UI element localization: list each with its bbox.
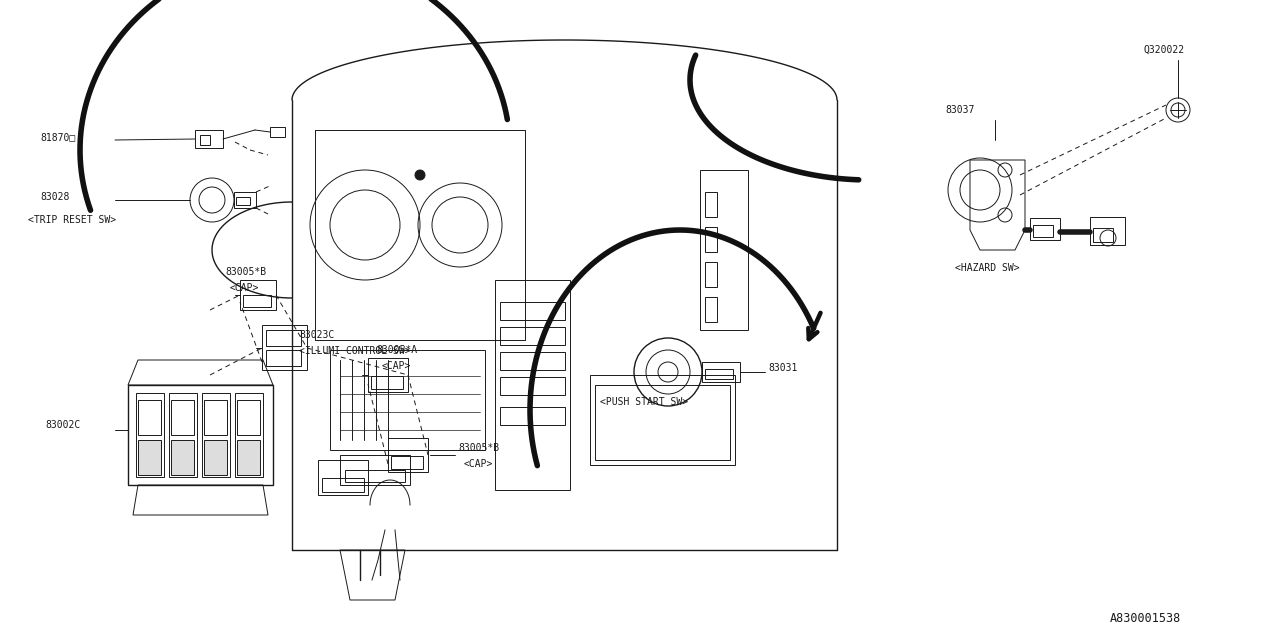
Bar [705,297,717,322]
Bar [266,350,301,366]
Bar [500,327,564,345]
Bar [195,130,223,148]
Bar [172,400,195,435]
Bar [136,393,164,477]
Text: <PUSH START SW>: <PUSH START SW> [600,397,689,407]
Bar [138,400,161,435]
Bar [237,440,260,475]
Text: 81870□: 81870□ [40,132,76,142]
Text: <CAP>: <CAP> [381,361,411,371]
Bar [346,470,404,482]
Text: 83005*B: 83005*B [225,267,266,277]
Text: 83005*A: 83005*A [376,345,417,355]
Bar [204,400,227,435]
Text: <HAZARD SW>: <HAZARD SW> [955,263,1020,273]
Bar [236,197,250,205]
Bar [236,393,262,477]
Bar [590,375,735,465]
Bar [495,280,570,490]
Bar [1091,217,1125,245]
Bar [169,393,197,477]
Bar [705,262,717,287]
Bar [262,325,307,370]
Bar [1033,225,1053,237]
Circle shape [415,170,425,180]
Bar [369,358,408,392]
Text: <ILLUMI CONTROL SW>: <ILLUMI CONTROL SW> [300,346,411,356]
Text: Q320022: Q320022 [1143,45,1184,55]
Bar [705,227,717,252]
Bar [705,369,733,379]
Bar [1030,218,1060,240]
Bar [595,385,730,460]
Bar [500,377,564,395]
Text: <CAP>: <CAP> [230,283,260,293]
Text: 83005*B: 83005*B [458,443,499,453]
Bar [172,440,195,475]
Text: A830001538: A830001538 [1110,611,1181,625]
Bar [243,295,271,307]
Bar [317,460,369,495]
Bar [1093,228,1114,242]
Text: 83028: 83028 [40,192,69,202]
Bar [234,192,256,208]
Text: 83037: 83037 [945,105,974,115]
Bar [138,440,161,475]
Bar [390,456,422,469]
Bar [237,400,260,435]
Bar [323,478,364,492]
Text: 83023C: 83023C [300,330,334,340]
Bar [241,280,276,310]
Bar [371,376,403,389]
Bar [701,362,740,382]
Bar [705,192,717,217]
Bar [200,135,210,145]
Bar [202,393,230,477]
Bar [128,385,273,485]
Bar [500,352,564,370]
Text: 83031: 83031 [768,363,797,373]
Text: 83002C: 83002C [45,420,81,430]
Bar [700,170,748,330]
Bar [266,330,301,346]
Bar [330,350,485,450]
Bar [388,438,428,472]
Text: <CAP>: <CAP> [465,459,493,469]
Bar [500,407,564,425]
Text: <TRIP RESET SW>: <TRIP RESET SW> [28,215,116,225]
Bar [500,302,564,320]
Bar [204,440,227,475]
Bar [340,455,410,485]
Bar [270,127,285,137]
